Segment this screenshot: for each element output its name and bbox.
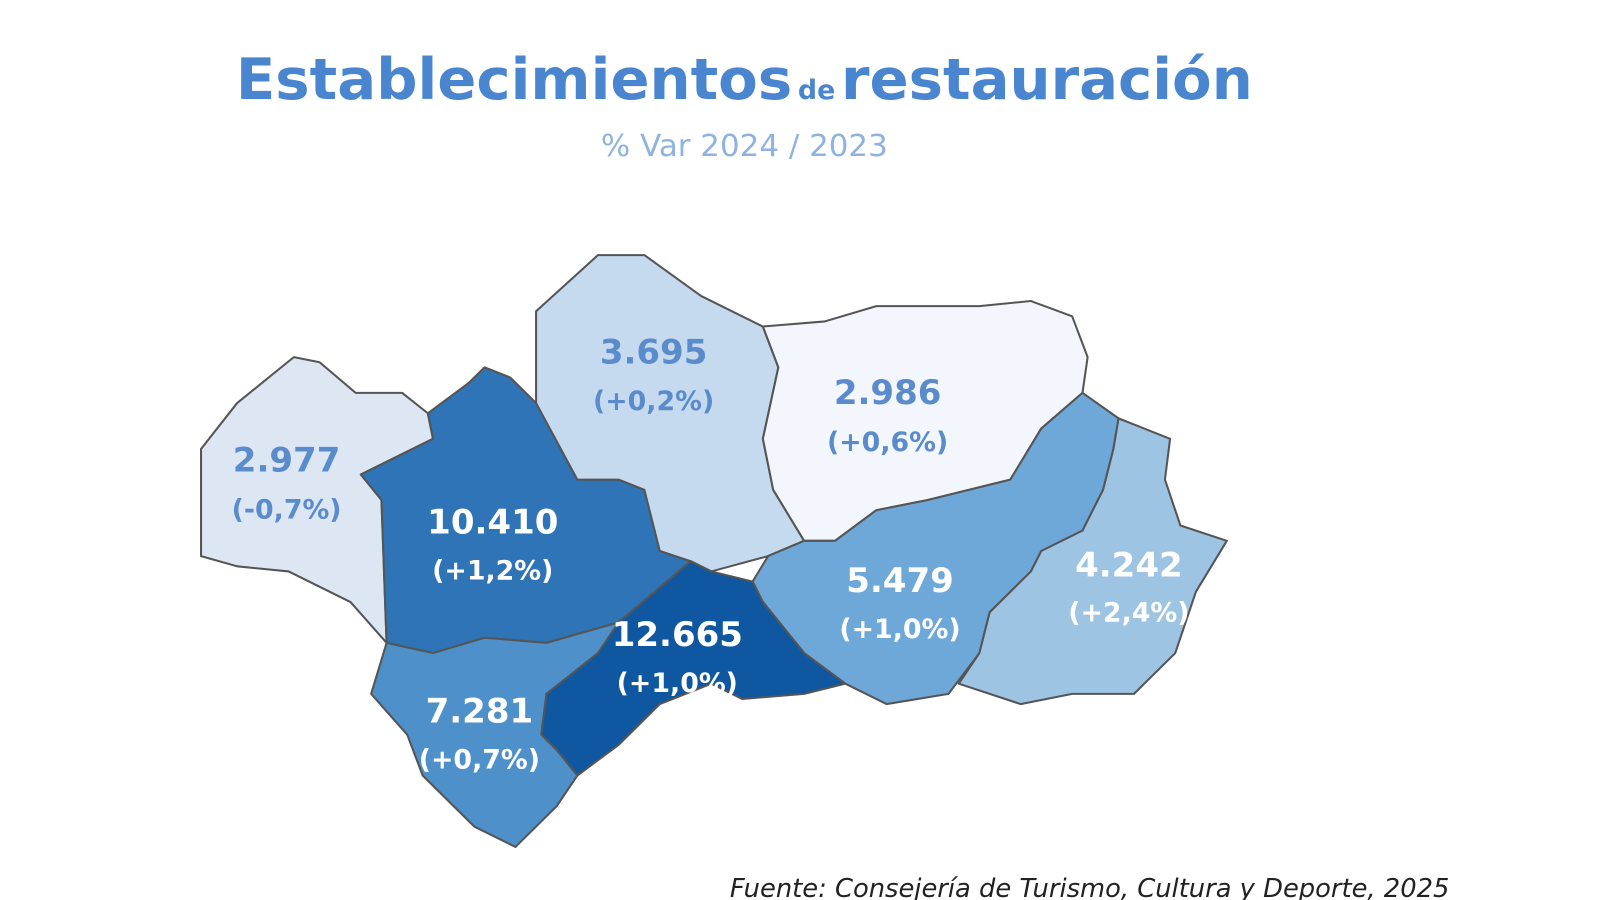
- region-change: (+1,0%): [839, 614, 960, 645]
- source-note: Fuente: Consejería de Turismo, Cultura y…: [730, 874, 1449, 900]
- region-value: 3.695: [600, 332, 708, 371]
- region-change: (+0,2%): [593, 386, 714, 417]
- title-part: de: [798, 75, 835, 106]
- region-value: 2.986: [834, 373, 942, 412]
- region-value: 12.665: [612, 615, 743, 654]
- region-value: 4.242: [1075, 546, 1183, 585]
- title-part: restauración: [841, 46, 1253, 113]
- region: [957, 417, 1228, 706]
- region-value: 7.281: [426, 692, 534, 731]
- region-labels: 2.977 (-0,7%) 10.410 (+1,2%) 3.695 (+0,2…: [232, 332, 1190, 775]
- region-value: 2.977: [233, 441, 341, 480]
- region-change: (+1,0%): [617, 668, 738, 699]
- region-change: (+1,2%): [432, 556, 553, 587]
- regions: [199, 254, 1228, 848]
- region-value: 10.410: [427, 503, 558, 542]
- region-change: (+2,4%): [1068, 598, 1189, 629]
- region-value: 5.479: [846, 561, 954, 600]
- title: Establecimientos de restauración: [236, 46, 1253, 113]
- title-part: Establecimientos: [236, 46, 792, 113]
- region: [370, 621, 620, 848]
- subtitle: % Var 2024 / 2023: [601, 128, 888, 164]
- region-change: (+0,6%): [827, 427, 948, 458]
- region-change: (-0,7%): [232, 494, 342, 525]
- region-change: (+0,7%): [419, 744, 540, 775]
